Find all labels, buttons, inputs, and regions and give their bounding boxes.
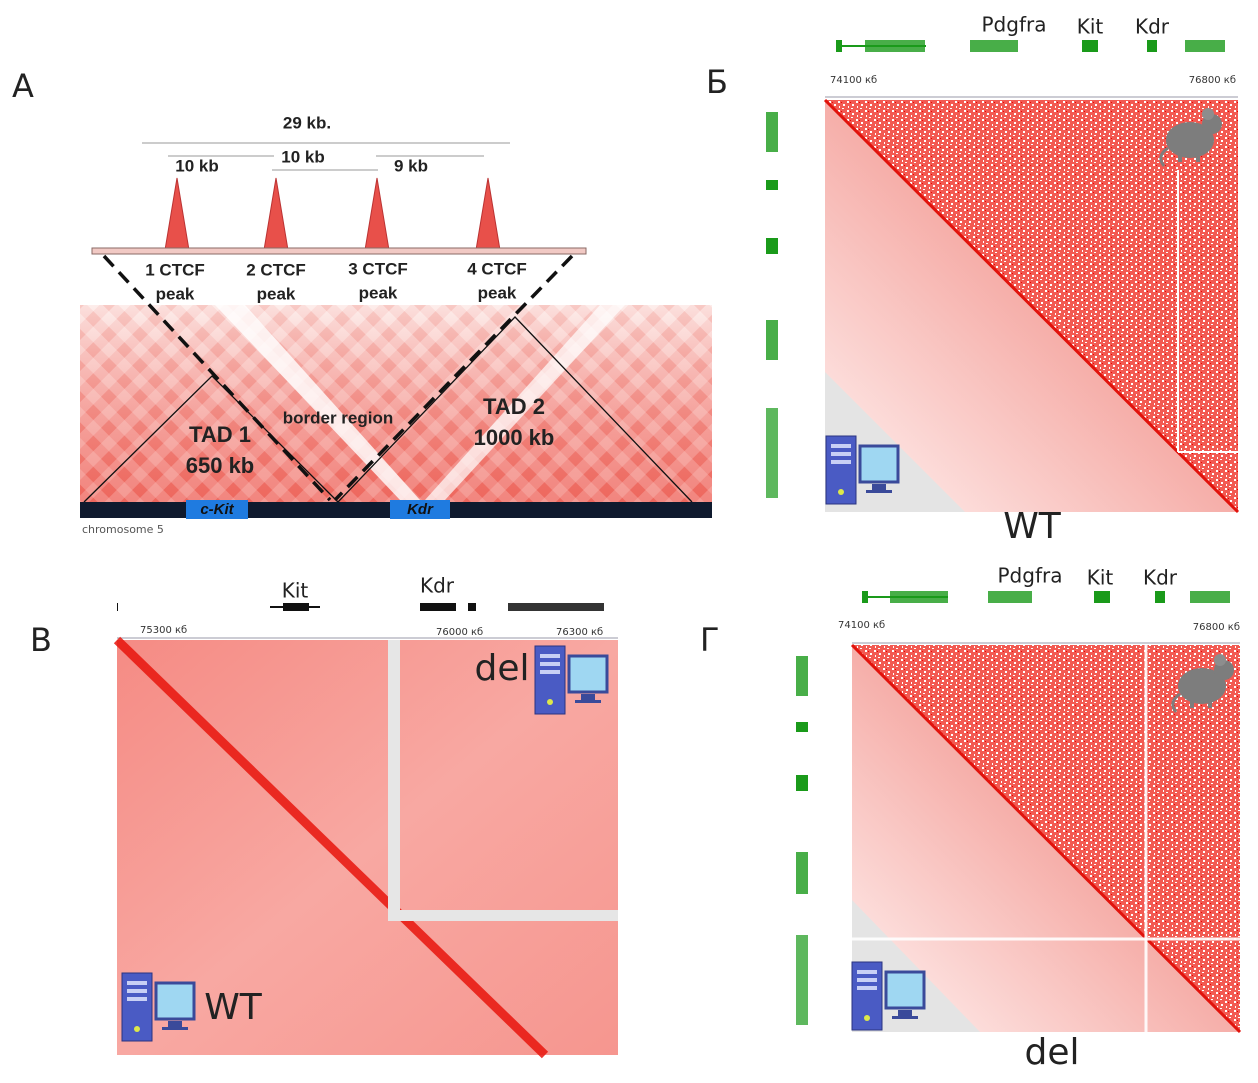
panel-a: А 29 kb. 10 kb 10 kb 9 kb 1 CTCF peak 2 …: [12, 67, 712, 536]
span-label: 29 kb.: [283, 113, 331, 132]
gene-label: Kdr: [420, 574, 455, 598]
axis-label: 76800 кб: [1189, 75, 1236, 86]
peak-label: 3 CTCF: [348, 259, 408, 278]
peak-label: 4 CTCF: [467, 259, 527, 278]
figure: А 29 kb. 10 kb 10 kb 9 kb 1 CTCF peak 2 …: [0, 0, 1258, 1083]
axis-label: 76800 кб: [1193, 622, 1240, 633]
axis-label: 76000 кб: [436, 627, 483, 638]
peak-label: 2 CTCF: [246, 260, 306, 279]
axis-label: 74100 кб: [838, 620, 885, 631]
panel-label: Б: [706, 63, 728, 101]
peak-label: 1 CTCF: [145, 260, 205, 279]
ctcf-peaks: [165, 178, 500, 250]
gene-label: Kit: [282, 579, 309, 603]
panel-b: Б Pdgfra Kit Kdr 74100 кб 76800 кб WT: [706, 13, 1238, 548]
border-label: border region: [283, 408, 394, 427]
gene-track: [862, 591, 1230, 603]
chromosome-label: chromosome 5: [82, 523, 164, 536]
gene-track-vertical: [766, 112, 778, 498]
condition-label: WT: [1003, 506, 1062, 547]
panel-c: В Kit Kdr 75300 кб 76000 кб 76300 кб del…: [30, 574, 618, 1056]
peak-label: peak: [156, 284, 195, 303]
gene-label: Kit: [1077, 15, 1104, 39]
tad-size: 1000 kb: [474, 425, 555, 450]
axis-label: 74100 кб: [830, 75, 877, 86]
gene-label: Kit: [1087, 566, 1114, 590]
chromosome-bar: [92, 248, 586, 254]
distance-label: 9 kb: [394, 156, 428, 175]
gene-track: [836, 40, 1225, 52]
gene-label: c-Kit: [200, 501, 234, 518]
condition-label: WT: [204, 987, 263, 1028]
gene-track: [117, 603, 604, 611]
tad-label: TAD 2: [483, 394, 545, 419]
panel-label: А: [12, 67, 34, 105]
gene-label: Pdgfra: [982, 13, 1047, 37]
gene-label: Kdr: [1143, 566, 1178, 590]
gene-label: Kdr: [407, 501, 434, 518]
gene-track-vertical: [796, 656, 808, 1025]
tad-label: TAD 1: [189, 422, 251, 447]
distance-label: 10 kb: [175, 156, 218, 175]
tad-size: 650 kb: [186, 453, 255, 478]
axis-label: 75300 кб: [140, 625, 187, 636]
peak-label: peak: [257, 284, 296, 303]
distance-label: 10 kb: [281, 147, 324, 166]
axis-label: 76300 кб: [556, 627, 603, 638]
gene-label: Kdr: [1135, 15, 1170, 39]
condition-label: del: [474, 648, 529, 689]
deletion-gap: [388, 640, 400, 918]
gene-label: Pdgfra: [998, 564, 1063, 588]
panel-label: Г: [700, 621, 720, 659]
peak-label: peak: [478, 283, 517, 302]
panel-d: Г Pdgfra Kit Kdr 74100 кб 76800 кб del: [700, 564, 1240, 1074]
condition-label: del: [1024, 1032, 1079, 1073]
panel-label: В: [30, 621, 52, 659]
deletion-gap: [388, 910, 618, 921]
peak-label: peak: [359, 283, 398, 302]
